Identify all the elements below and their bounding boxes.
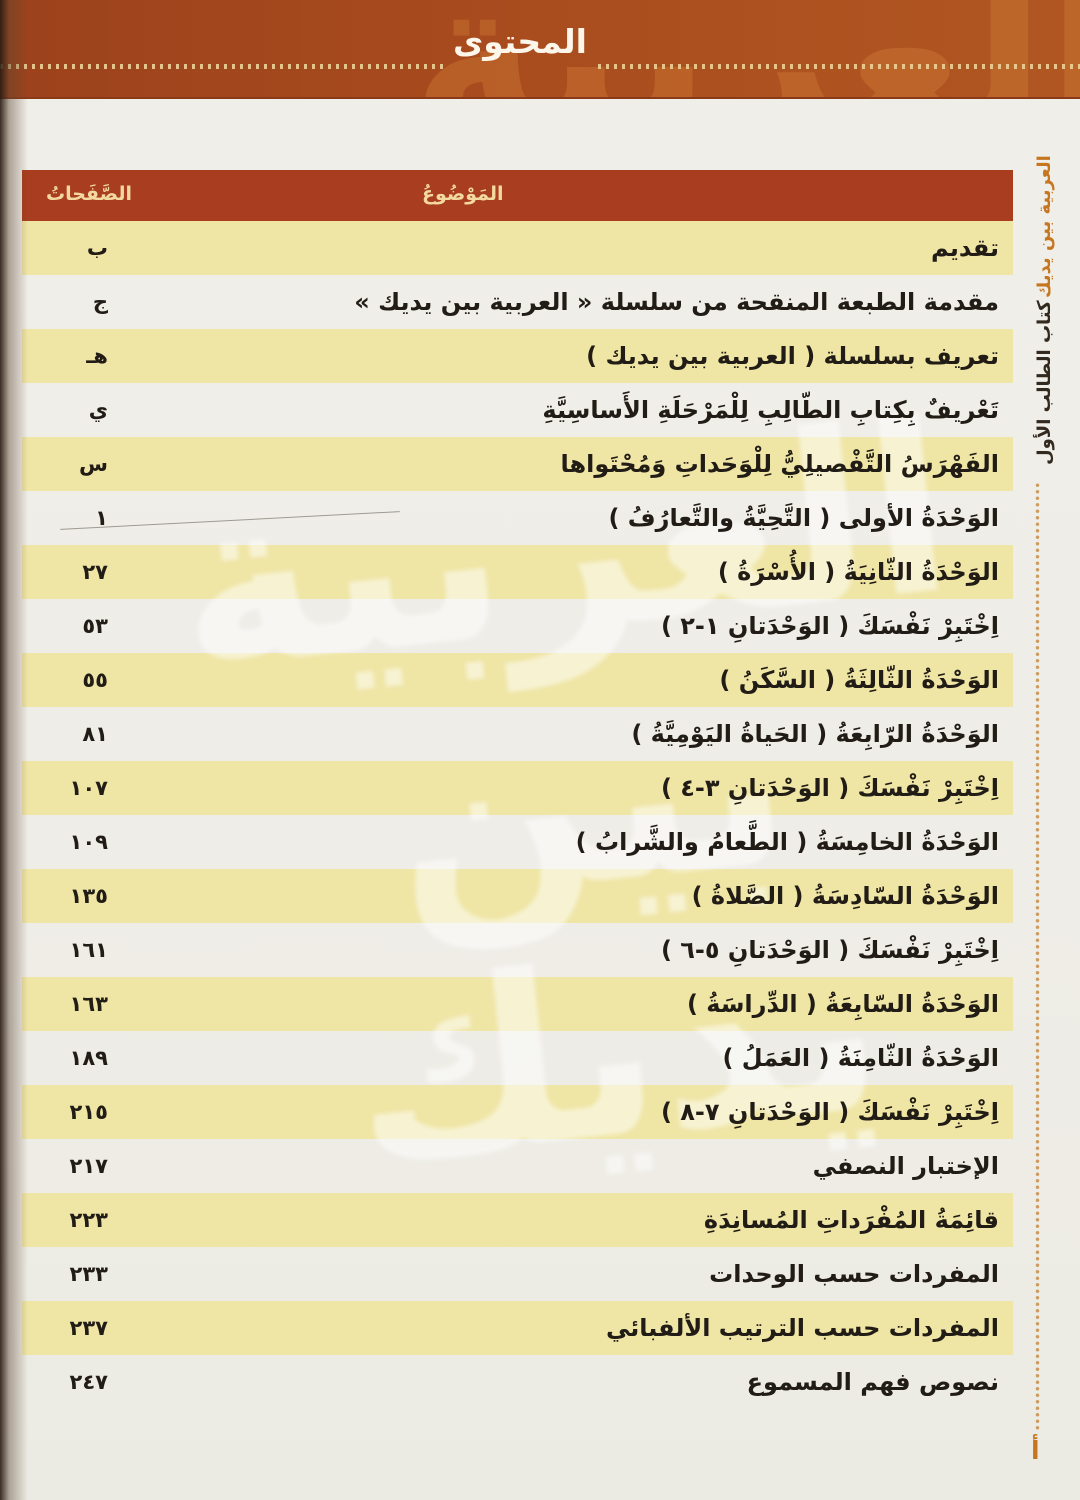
- topic-label: قائِمَةُ المُفْرَداتِ المُسانِدَةِ: [703, 1206, 999, 1234]
- toc-header-row: الصَّفَحاتُ المَوْضُوعُ: [22, 170, 1013, 221]
- page-letter-marker: أ: [1031, 1436, 1040, 1465]
- topic-label: الفَهْرَسُ التَّفْصيلِيُّ لِلْوَحَداتِ و…: [560, 450, 999, 478]
- table-row: الوَحْدَةُ الثّانِيَةُ ( الأُسْرَةُ ) ٢٧: [22, 545, 1013, 599]
- table-row: الوَحْدَةُ الثّالِثَةُ ( السَّكَنُ ) ٥٥: [22, 653, 1013, 707]
- sidebar-chain-border: [1035, 482, 1040, 1430]
- topic-label: المفردات حسب الترتيب الألفبائي: [605, 1314, 999, 1342]
- sidebar-book-title: كتاب الطالب الأول: [1034, 300, 1055, 465]
- decorative-chain-line-right: [598, 64, 1080, 69]
- page-number: ١٦٣: [69, 992, 108, 1016]
- topic-label: اِخْتَبِرْ نَفْسَكَ ( الوَحْدَتانِ ٥-٦ ): [660, 936, 999, 964]
- topic-label: الوَحْدَةُ السّادِسَةُ ( الصَّلاةُ ): [691, 882, 999, 910]
- topic-label: الوَحْدَةُ الثّامِنَةُ ( العَمَلُ ): [722, 1044, 999, 1072]
- page-number: ٢١٧: [69, 1154, 108, 1178]
- decorative-chain-line-left: [0, 64, 447, 69]
- table-row: تعريف بسلسلة ( العربية بين يديك ) هـ: [22, 329, 1013, 383]
- table-row: اِخْتَبِرْ نَفْسَكَ ( الوَحْدَتانِ ٧-٨ )…: [22, 1085, 1013, 1139]
- table-row: المفردات حسب الترتيب الألفبائي ٢٣٧: [22, 1301, 1013, 1355]
- table-row: الإختبار النصفي ٢١٧: [22, 1139, 1013, 1193]
- table-row: الوَحْدَةُ الثّامِنَةُ ( العَمَلُ ) ١٨٩: [22, 1031, 1013, 1085]
- topic-label: اِخْتَبِرْ نَفْسَكَ ( الوَحْدَتانِ ١-٢ ): [660, 612, 999, 640]
- topic-label: الوَحْدَةُ الثّانِيَةُ ( الأُسْرَةُ ): [717, 558, 999, 586]
- page-number: ١: [95, 506, 108, 530]
- page-number: ٨١: [82, 722, 108, 746]
- header-band: العربية المحتوى: [0, 0, 1080, 99]
- topic-label: الوَحْدَةُ الرّابِعَةُ ( الحَياةُ اليَوْ…: [631, 720, 999, 748]
- page-number: ٥٥: [82, 668, 108, 692]
- table-row: الفَهْرَسُ التَّفْصيلِيُّ لِلْوَحَداتِ و…: [22, 437, 1013, 491]
- topic-label: الوَحْدَةُ السّابِعَةُ ( الدِّراسَةُ ): [686, 990, 999, 1018]
- page-number: ج: [92, 290, 108, 314]
- page-number: ١٨٩: [69, 1046, 108, 1070]
- topic-label: الوَحْدَةُ الثّالِثَةُ ( السَّكَنُ ): [719, 666, 999, 694]
- page-number: ١٠٩: [69, 830, 108, 854]
- page-number: ١٣٥: [69, 884, 108, 908]
- table-row: تَعْريفٌ بِكِتابِ الطّالِبِ لِلْمَرْحَلَ…: [22, 383, 1013, 437]
- sidebar-series-title: العربية بين يديك: [1034, 155, 1055, 298]
- table-row: اِخْتَبِرْ نَفْسَكَ ( الوَحْدَتانِ ٣-٤ )…: [22, 761, 1013, 815]
- toc-rows: تقديم ب مقدمة الطبعة المنقحة من سلسلة « ال…: [22, 221, 1013, 1409]
- page-number: هـ: [86, 344, 108, 368]
- page-number: ي: [88, 398, 108, 422]
- table-row: اِخْتَبِرْ نَفْسَكَ ( الوَحْدَتانِ ٥-٦ )…: [22, 923, 1013, 977]
- page-number: س: [79, 452, 108, 476]
- topic-label: تعريف بسلسلة ( العربية بين يديك ): [586, 342, 999, 370]
- topic-label: الوَحْدَةُ الأولى ( التَّحِيَّةُ والتَّع…: [608, 504, 999, 532]
- topic-label: اِخْتَبِرْ نَفْسَكَ ( الوَحْدَتانِ ٣-٤ ): [660, 774, 999, 802]
- sidebar-series-title-label: العربية بين يديك: [1034, 155, 1055, 298]
- topic-label: المفردات حسب الوحدات: [709, 1260, 999, 1288]
- topic-label: تَعْريفٌ بِكِتابِ الطّالِبِ لِلْمَرْحَلَ…: [542, 396, 999, 424]
- page-number: ب: [86, 236, 108, 260]
- page-number: ١٠٧: [69, 776, 108, 800]
- page-number: ٢١٥: [69, 1100, 108, 1124]
- table-row: الوَحْدَةُ السّادِسَةُ ( الصَّلاةُ ) ١٣٥: [22, 869, 1013, 923]
- topic-column-header: المَوْضُوعُ: [422, 183, 504, 205]
- table-row: المفردات حسب الوحدات ٢٣٣: [22, 1247, 1013, 1301]
- page-title: المحتوى: [452, 22, 587, 61]
- table-row: اِخْتَبِرْ نَفْسَكَ ( الوَحْدَتانِ ١-٢ )…: [22, 599, 1013, 653]
- table-row: الوَحْدَةُ الخامِسَةُ ( الطَّعامُ والشَّ…: [22, 815, 1013, 869]
- table-row: الوَحْدَةُ السّابِعَةُ ( الدِّراسَةُ ) ١٦…: [22, 977, 1013, 1031]
- page-number: ٢٢٣: [69, 1208, 108, 1232]
- pages-column-header: الصَّفَحاتُ: [46, 183, 132, 205]
- topic-label: تقديم: [931, 234, 999, 262]
- topic-label: نصوص فهم المسموع: [746, 1368, 999, 1396]
- topic-label: الوَحْدَةُ الخامِسَةُ ( الطَّعامُ والشَّ…: [575, 828, 999, 856]
- table-row: نصوص فهم المسموع ٢٤٧: [22, 1355, 1013, 1409]
- toc-table: الصَّفَحاتُ المَوْضُوعُ تقديم ب مقدمة الطب…: [22, 170, 1013, 1409]
- page-number: ٢٤٧: [69, 1370, 108, 1394]
- page-number: ١٦١: [69, 938, 108, 962]
- page-number: ٢٣٧: [69, 1316, 108, 1340]
- page-number: ٢٧: [82, 560, 108, 584]
- topic-label: اِخْتَبِرْ نَفْسَكَ ( الوَحْدَتانِ ٧-٨ ): [660, 1098, 999, 1126]
- table-row: الوَحْدَةُ الرّابِعَةُ ( الحَياةُ اليَوْ…: [22, 707, 1013, 761]
- page-number: ٥٣: [82, 614, 108, 638]
- table-row: مقدمة الطبعة المنقحة من سلسلة « العربية …: [22, 275, 1013, 329]
- sidebar-book-title-label: كتاب الطالب الأول: [1034, 300, 1055, 465]
- topic-label: الإختبار النصفي: [812, 1152, 999, 1180]
- table-row: تقديم ب: [22, 221, 1013, 275]
- table-row: الوَحْدَةُ الأولى ( التَّحِيَّةُ والتَّع…: [22, 491, 1013, 545]
- topic-label: مقدمة الطبعة المنقحة من سلسلة « العربية …: [354, 288, 999, 316]
- table-row: قائِمَةُ المُفْرَداتِ المُسانِدَةِ ٢٢٣: [22, 1193, 1013, 1247]
- page-number: ٢٣٣: [69, 1262, 108, 1286]
